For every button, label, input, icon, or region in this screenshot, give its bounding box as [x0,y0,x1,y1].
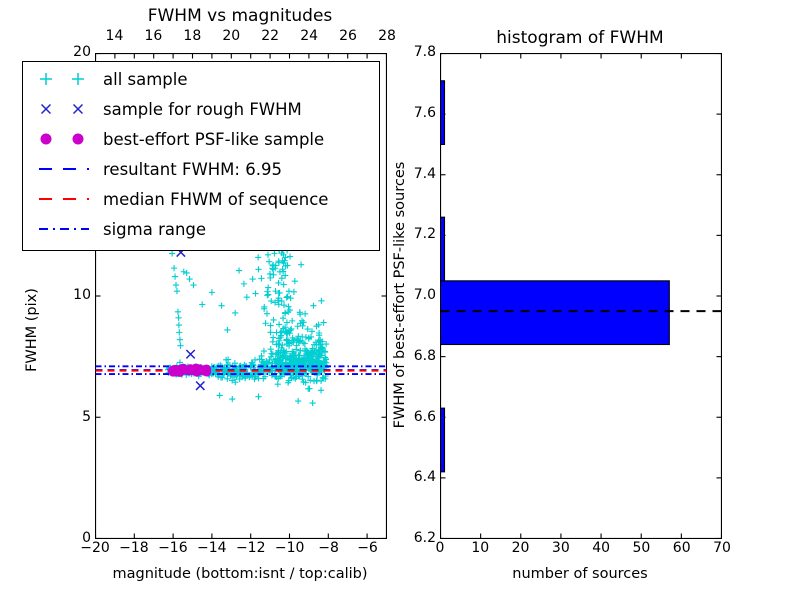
right-xaxis-label: number of sources [512,566,648,582]
tick-label: −8 [318,540,339,556]
legend-label: sigma range [103,219,207,239]
legend-item: all sample [27,64,379,94]
right-panel-title: histogram of FWHM [496,28,664,48]
tick-label: −18 [119,540,149,556]
tick-label: 28 [378,28,396,44]
tick-label: −16 [158,540,188,556]
tick-label: 20 [73,44,91,60]
left-bottom-tick-labels: −20 −18 −16 −14 −12 −10 −8 −6 [80,540,385,558]
tick-label: 7.2 [413,226,436,243]
tick-label: 16 [144,28,163,44]
tick-label: 18 [183,28,202,44]
legend-label: sample for rough FWHM [103,99,302,119]
dashed-line-red [39,198,89,200]
legend-label: best-effort PSF-like sample [103,129,325,149]
histogram-plot [440,53,722,539]
tick-label: 10 [73,287,91,303]
dashdot-line-blue [39,228,89,230]
left-top-tick-labels: 14 16 18 20 22 24 26 28 [95,28,396,46]
right-y-tick-labels: 6.2 6.4 6.6 6.8 7.0 7.2 7.4 7.6 7.8 [398,44,436,546]
tick-label: 50 [632,540,651,556]
legend-label: resultant FWHM: 6.95 [103,159,282,179]
left-panel-title: FWHM vs magnitudes [147,6,333,26]
tick-label: 26 [339,28,357,44]
tick-label: 40 [592,540,611,556]
legend-item: sigma range [27,214,379,244]
left-scatter-plot [95,53,387,539]
tick-label: 24 [300,28,319,44]
legend-item: median FHWM of sequence [27,184,379,214]
tick-label: 7.4 [413,165,436,182]
right-x-tick-labels: 0 10 20 30 40 50 60 70 [436,540,731,558]
tick-label: 60 [672,540,691,556]
legend-label: median FHWM of sequence [103,189,329,209]
legend-box: all sample sample for rough FWHM best-ef… [22,61,380,251]
left-yaxis-label: FWHM (pix) [24,288,40,372]
tick-label: 22 [261,28,280,44]
legend-label: all sample [103,69,188,89]
tick-label: 6.4 [413,469,436,486]
cross-marker [40,103,84,115]
tick-label: −20 [80,540,110,556]
circle-marker [40,133,84,145]
tick-label: 20 [222,28,241,44]
legend-item: resultant FWHM: 6.95 [27,154,379,184]
tick-label: 5 [82,408,91,425]
plus-marker [40,73,84,85]
tick-label: −10 [274,540,305,556]
tick-label: 7.8 [413,44,436,60]
tick-label: 14 [105,28,124,44]
left-xaxis-label: magnitude (bottom:isnt / top:calib) [112,566,368,582]
tick-label: 0 [435,540,445,556]
tick-label: 10 [471,540,490,556]
tick-label: 20 [511,540,530,556]
legend-item: best-effort PSF-like sample [27,124,379,154]
legend-item: sample for rough FWHM [27,94,379,124]
tick-label: −6 [357,540,378,556]
tick-label: 7.0 [413,287,436,303]
tick-label: 7.6 [413,104,436,121]
right-yaxis-label: FWHM of best-effort PSF-like sources [392,161,408,429]
tick-label: 6.2 [413,530,436,546]
tick-label: 0 [82,530,91,546]
tick-label: 6.6 [413,408,436,425]
tick-label: 30 [551,540,570,556]
left-y-tick-labels: 0 5 10 20 [55,44,91,546]
tick-label: 70 [713,540,731,556]
tick-label: −12 [235,540,266,556]
dashed-line-blue [39,168,89,170]
tick-label: −14 [197,540,227,556]
tick-label: 6.8 [413,347,436,364]
